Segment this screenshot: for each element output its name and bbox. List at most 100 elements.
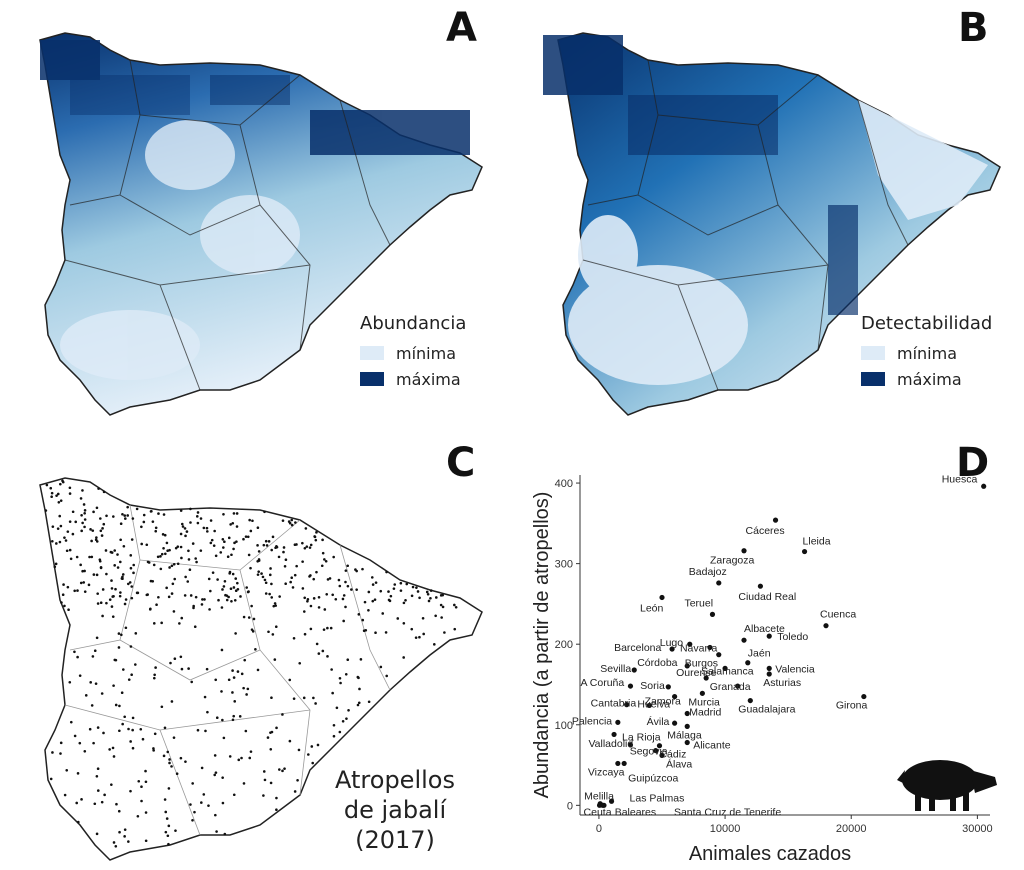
roadkill-point xyxy=(152,747,155,750)
roadkill-point xyxy=(414,636,418,639)
roadkill-point xyxy=(139,727,143,731)
roadkill-point xyxy=(188,568,192,572)
roadkill-point xyxy=(149,510,153,513)
detectability-map xyxy=(543,32,1001,416)
roadkill-point xyxy=(402,656,405,659)
roadkill-point xyxy=(370,576,374,579)
roadkill-point xyxy=(273,658,277,661)
roadkill-point xyxy=(129,554,133,557)
roadkill-point xyxy=(68,680,72,684)
roadkill-point xyxy=(124,517,127,520)
roadkill-point xyxy=(232,547,235,551)
roadkill-point xyxy=(355,588,358,591)
roadkill-point xyxy=(140,785,143,789)
roadkill-point xyxy=(240,672,244,676)
roadkill-point xyxy=(374,631,377,634)
roadkill-point xyxy=(142,513,146,517)
roadkill-point xyxy=(283,767,286,770)
data-label: Baleares xyxy=(615,806,656,818)
roadkill-point xyxy=(179,532,183,536)
roadkill-point xyxy=(367,590,371,594)
roadkill-point xyxy=(247,616,251,619)
data-label: Madrid xyxy=(689,706,721,718)
roadkill-point xyxy=(196,521,200,525)
roadkill-point xyxy=(76,655,79,659)
roadkill-point xyxy=(416,590,420,593)
roadkill-point xyxy=(240,756,243,760)
map-title-line-2: de jabalí xyxy=(343,796,447,824)
data-point xyxy=(653,747,659,754)
data-label: Burgos xyxy=(685,658,718,670)
roadkill-point xyxy=(96,726,100,729)
roadkill-point xyxy=(120,633,123,637)
roadkill-point xyxy=(324,559,328,563)
data-point xyxy=(981,483,987,489)
roadkill-point xyxy=(170,765,173,768)
abundance-hotspots xyxy=(40,40,470,155)
data-label: Huesca xyxy=(942,473,978,485)
roadkill-point xyxy=(306,598,310,601)
data-label: A Coruña xyxy=(580,677,624,689)
roadkill-point xyxy=(68,548,72,552)
roadkill-point xyxy=(68,486,72,490)
roadkill-point xyxy=(110,579,113,582)
roadkill-point xyxy=(95,775,99,778)
roadkill-point xyxy=(104,549,108,552)
roadkill-point xyxy=(301,560,304,563)
data-label: Jaén xyxy=(748,648,771,660)
roadkill-point xyxy=(331,691,334,695)
data-label: Ourense xyxy=(676,667,716,679)
roadkill-point xyxy=(302,610,306,613)
data-point xyxy=(611,731,617,738)
roadkill-point xyxy=(251,519,254,523)
roadkill-point xyxy=(179,509,183,512)
roadkill-point xyxy=(215,830,218,833)
roadkill-point xyxy=(231,572,235,576)
roadkill-point xyxy=(265,544,269,547)
roadkill-point xyxy=(63,793,67,797)
roadkill-point xyxy=(91,529,95,532)
roadkill-point xyxy=(256,573,260,576)
roadkill-point xyxy=(232,676,236,679)
data-point xyxy=(703,675,709,681)
data-point xyxy=(741,637,747,643)
data-point xyxy=(741,548,747,554)
roadkill-point xyxy=(274,625,278,629)
data-point xyxy=(615,760,621,767)
roadkill-point xyxy=(61,593,65,597)
roadkill-point xyxy=(270,696,273,699)
roadkill-point xyxy=(96,789,100,792)
data-point xyxy=(722,665,728,671)
roadkill-point xyxy=(249,529,253,533)
roadkill-point xyxy=(410,627,414,631)
roadkill-point xyxy=(247,590,250,593)
data-label: Albacete xyxy=(744,623,785,635)
roadkill-point xyxy=(59,741,63,745)
roadkill-point xyxy=(232,793,236,797)
roadkill-point xyxy=(429,596,432,600)
roadkill-point xyxy=(201,598,204,601)
data-point xyxy=(621,760,627,767)
y-tick-label: 100 xyxy=(555,720,573,732)
roadkill-point xyxy=(262,770,266,773)
roadkill-point xyxy=(421,617,425,620)
roadkill-point xyxy=(238,715,242,718)
roadkill-point xyxy=(161,533,165,536)
roadkill-point xyxy=(211,571,215,574)
roadkill-point xyxy=(344,672,348,676)
roadkill-point xyxy=(257,550,261,553)
roadkill-point xyxy=(105,514,108,518)
roadkill-point xyxy=(246,535,250,539)
roadkill-point xyxy=(213,773,217,777)
roadkill-point xyxy=(254,648,257,651)
roadkill-point xyxy=(293,543,297,547)
roadkill-point xyxy=(155,603,158,607)
roadkill-point xyxy=(112,594,115,598)
y-tick-label: 0 xyxy=(567,800,573,812)
roadkill-point xyxy=(332,734,336,738)
roadkill-point xyxy=(180,556,183,560)
roadkill-map xyxy=(39,477,483,861)
data-label: Ceuta xyxy=(584,806,612,818)
roadkill-point xyxy=(103,793,106,797)
roadkill-point xyxy=(225,594,229,597)
